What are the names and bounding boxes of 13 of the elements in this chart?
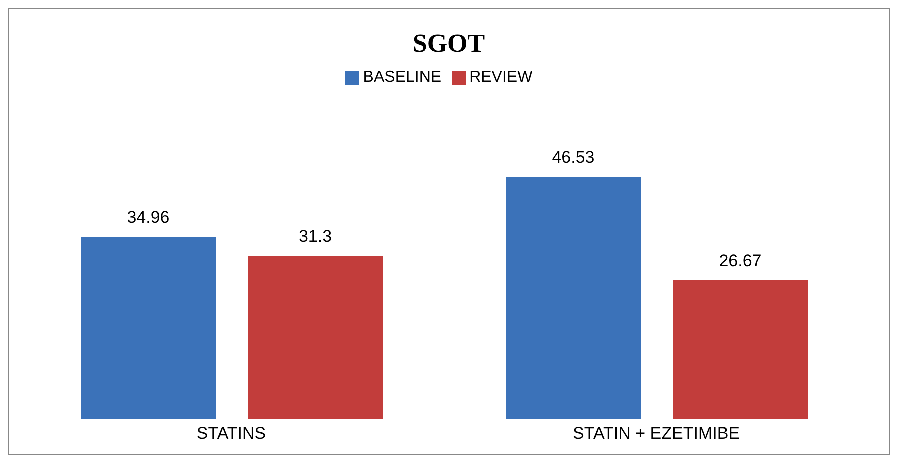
- data-label: 31.3: [298, 227, 332, 246]
- legend-label: REVIEW: [470, 69, 533, 86]
- data-label: 34.96: [127, 208, 170, 228]
- bar: [506, 177, 641, 419]
- bar: [81, 237, 216, 419]
- x-tick-label: STATINS: [196, 424, 266, 444]
- bar: [673, 280, 808, 419]
- data-label: 46.53: [552, 148, 595, 168]
- legend-label: BASELINE: [363, 69, 442, 86]
- data-label: 26.67: [719, 251, 762, 270]
- x-tick-label: STATIN + EZETIMIBE: [572, 424, 740, 444]
- bar: [248, 256, 383, 419]
- chart-title: SGOT: [412, 29, 486, 60]
